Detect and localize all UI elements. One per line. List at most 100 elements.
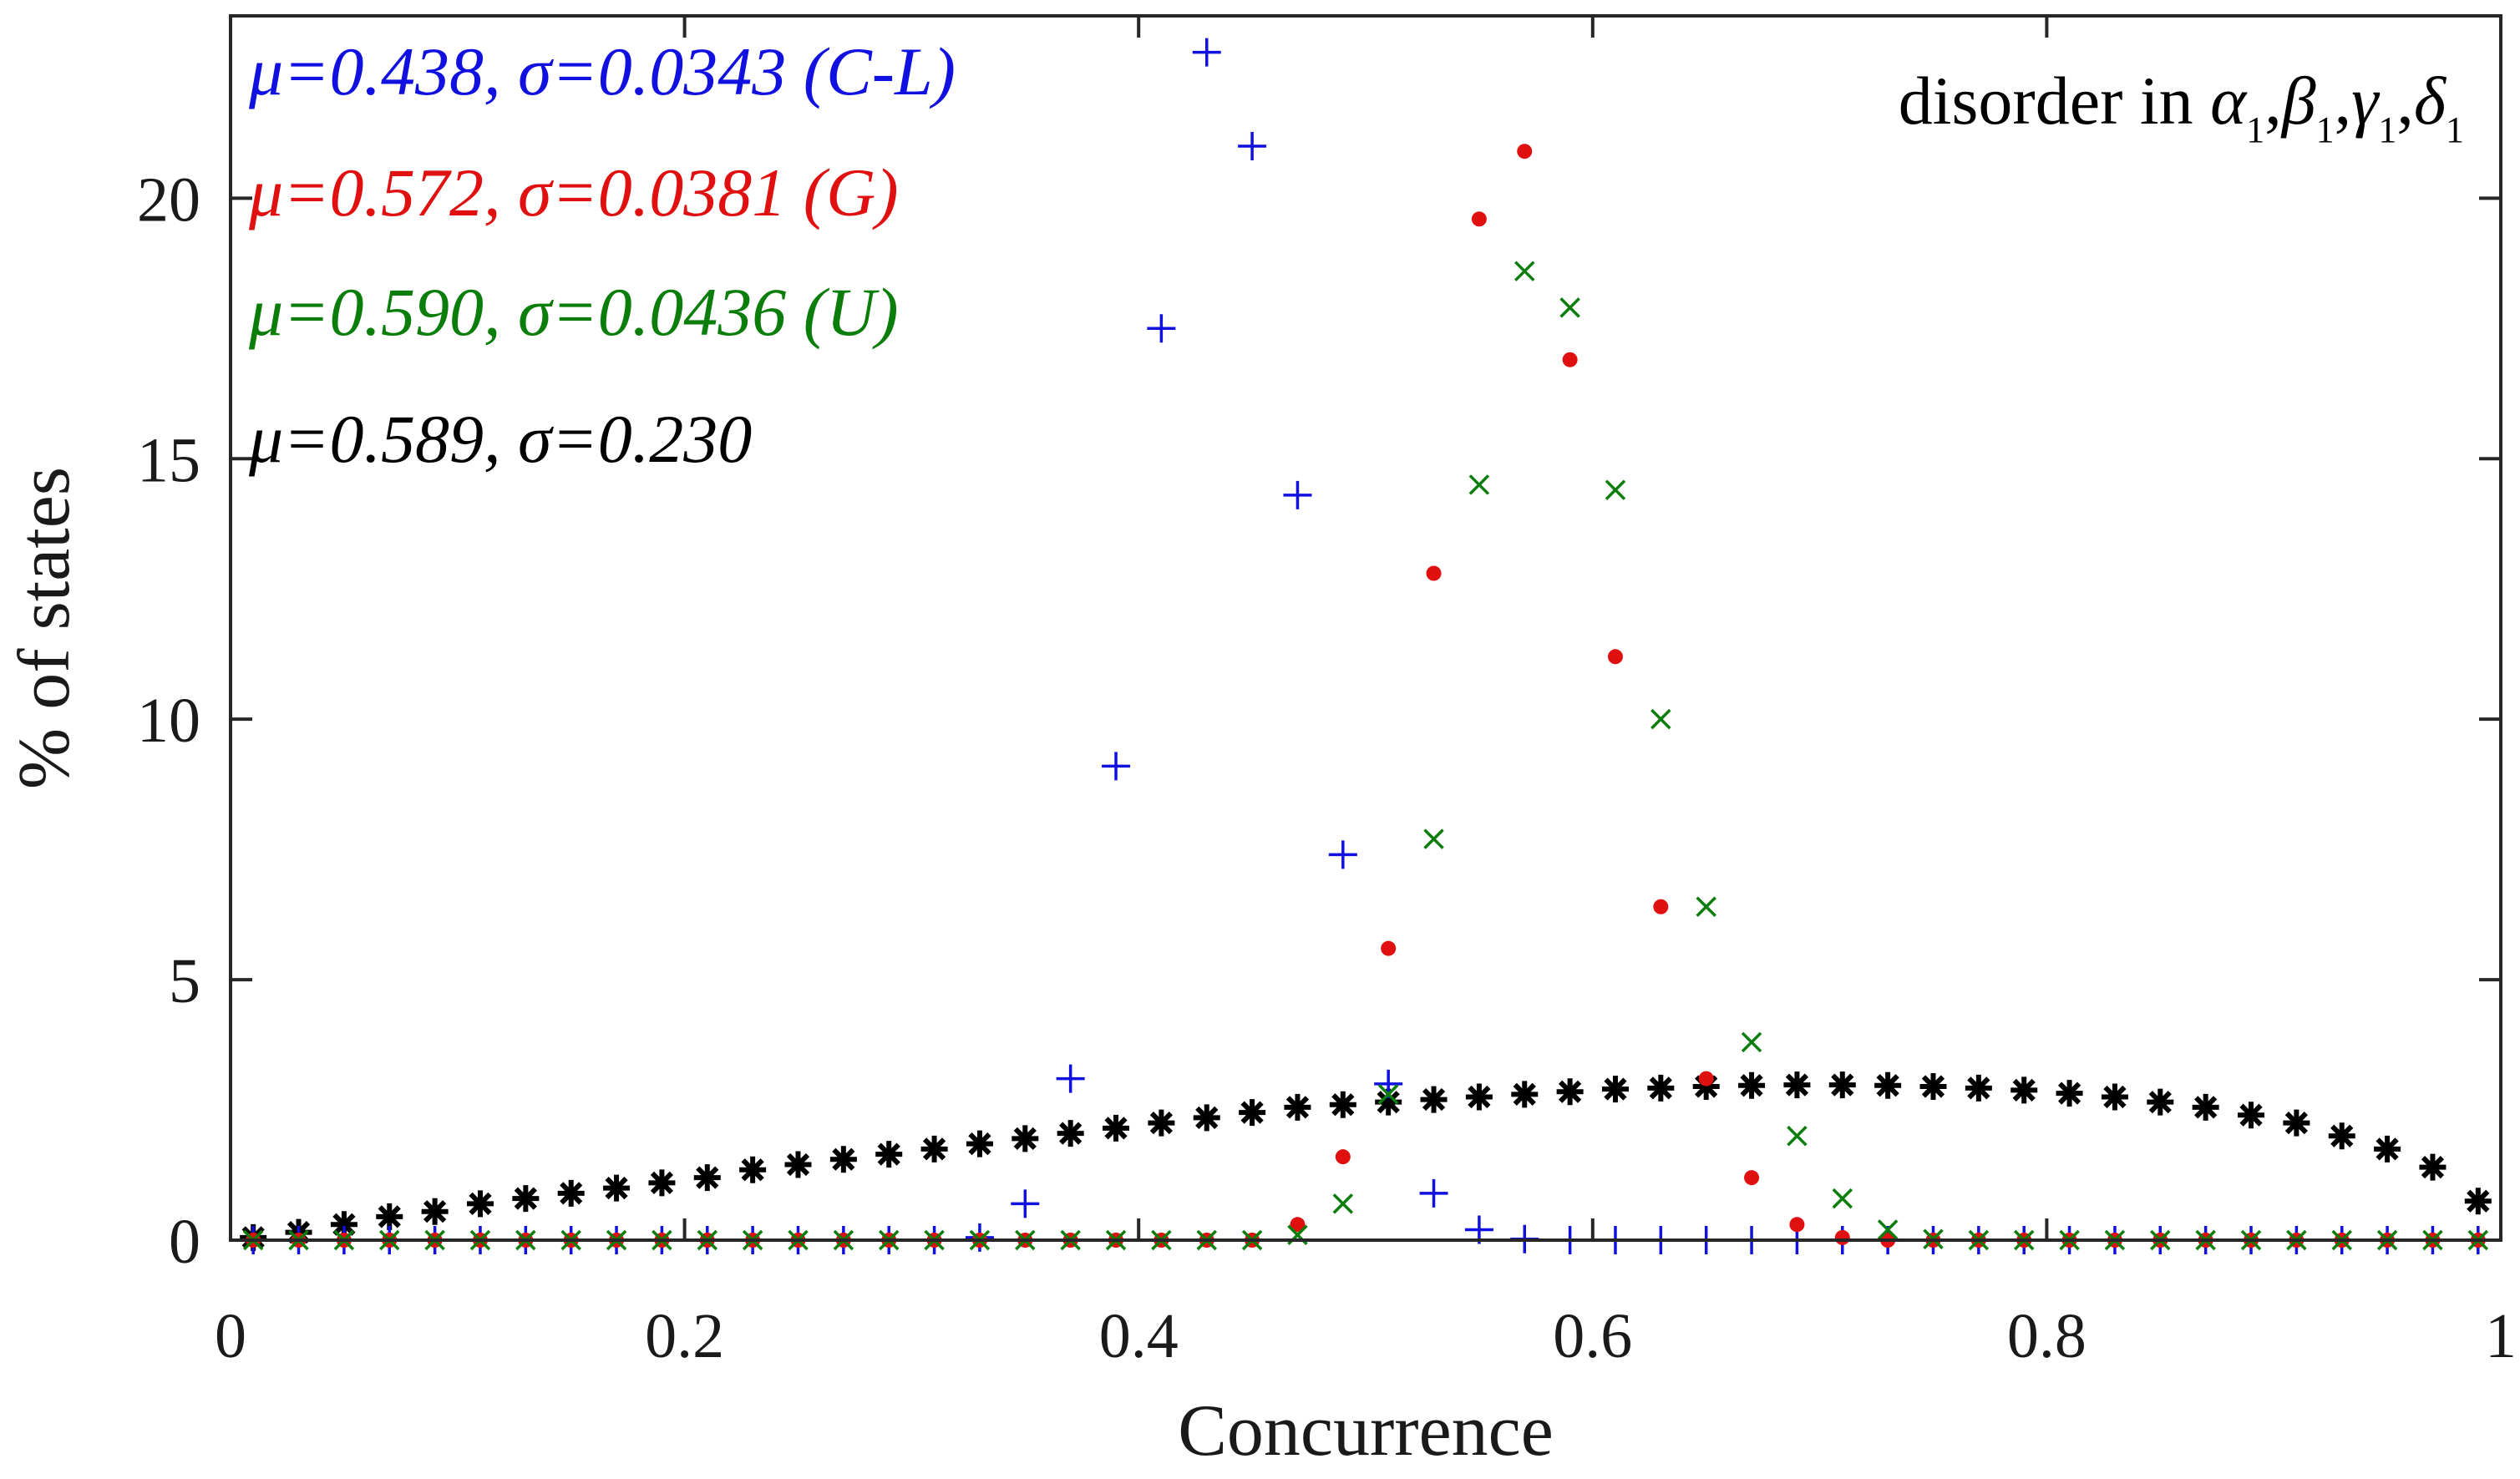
all-point: [1556, 1078, 1584, 1106]
all-point: [1057, 1120, 1084, 1147]
x-tick-label: 0: [215, 1301, 246, 1371]
annotation-sub-3: 1: [2378, 109, 2396, 150]
all-point: [1601, 1076, 1629, 1103]
all-point: [512, 1185, 540, 1213]
c-l-point: [1419, 1178, 1448, 1208]
c-l-point: [1102, 752, 1131, 781]
g-point: [1471, 211, 1487, 227]
axis-ticks: [229, 16, 2502, 1242]
annotation-sep-2: ,: [2335, 63, 2352, 139]
all-point: [2101, 1083, 2128, 1111]
legend: μ=0.438, σ=0.0343 (C-L) μ=0.572, σ=0.038…: [248, 33, 956, 477]
c-l-point: [1056, 1064, 1085, 1093]
u-point: [1559, 297, 1580, 318]
all-point: [693, 1164, 721, 1192]
all-point: [1783, 1071, 1811, 1099]
all-point: [330, 1211, 357, 1238]
disorder-annotation: disorder in α1,β1,γ1,δ1: [1899, 63, 2464, 150]
u-point: [1741, 1031, 1762, 1053]
g-point: [1607, 649, 1623, 665]
g-point: [1426, 565, 1442, 581]
all-point: [2010, 1076, 2038, 1104]
g-point: [1562, 352, 1578, 367]
all-point: [1465, 1083, 1493, 1111]
annotation-sub-4: 1: [2446, 109, 2464, 150]
annotation-sep-3: ,: [2396, 63, 2414, 139]
legend-entry-c-l: μ=0.438, σ=0.0343 (C-L): [248, 33, 956, 109]
c-l-point: [1192, 38, 1221, 67]
g-point: [1290, 1217, 1306, 1233]
y-tick-label: 0: [169, 1207, 200, 1277]
all-point: [1420, 1086, 1448, 1113]
g-point: [1698, 1071, 1714, 1086]
all-point: [2419, 1153, 2446, 1181]
y-axis-title: % of states: [4, 467, 85, 789]
all-point: [784, 1151, 812, 1178]
all-point: [2238, 1102, 2265, 1129]
all-point: [2328, 1122, 2355, 1150]
u-point: [1468, 474, 1490, 495]
all-point: [1511, 1081, 1539, 1108]
c-l-point: [1011, 1189, 1040, 1218]
annotation-delta: δ: [2414, 63, 2447, 139]
all-point: [739, 1156, 767, 1183]
u-point: [1332, 1193, 1354, 1214]
legend-entry-u: μ=0.590, σ=0.0436 (U): [248, 274, 899, 350]
all-point: [1647, 1074, 1675, 1102]
legend-entry-all: μ=0.589, σ=0.230: [248, 401, 752, 477]
all-point: [1965, 1074, 1992, 1102]
all-point: [875, 1141, 903, 1168]
y-tick-label: 5: [169, 946, 200, 1016]
all-point: [1329, 1091, 1356, 1118]
u-point: [1377, 1084, 1399, 1105]
annotation-beta: β: [2280, 63, 2316, 139]
all-point: [829, 1146, 857, 1173]
all-point: [466, 1190, 494, 1218]
u-point: [1605, 479, 1626, 500]
all-point: [1738, 1071, 1766, 1099]
y-tick-label: 15: [137, 425, 200, 495]
all-point: [2056, 1080, 2083, 1107]
all-point: [1103, 1114, 1130, 1142]
all-point: [2374, 1135, 2401, 1162]
all-point: [1193, 1104, 1220, 1132]
x-tick-label: 1: [2485, 1301, 2517, 1371]
g-point: [1381, 940, 1397, 956]
g-point: [1744, 1170, 1760, 1186]
all-point: [966, 1130, 993, 1157]
all-point: [557, 1179, 585, 1207]
all-point: [648, 1169, 676, 1197]
u-point: [1514, 261, 1535, 281]
g-point: [1653, 899, 1669, 914]
legend-entry-g: μ=0.572, σ=0.0381 (G): [248, 154, 899, 230]
annotation-sub-2: 1: [2316, 109, 2335, 150]
all-point: [2464, 1188, 2492, 1215]
g-point: [1834, 1229, 1850, 1245]
all-point: [1284, 1093, 1311, 1121]
all-point: [421, 1198, 449, 1225]
u-point: [1832, 1188, 1853, 1209]
annotation-alpha: α: [2210, 63, 2248, 139]
all-point: [920, 1135, 948, 1162]
all-point: [1239, 1099, 1266, 1127]
all-point: [1012, 1125, 1039, 1152]
c-l-point: [1238, 131, 1267, 160]
c-l-point: [1328, 840, 1357, 869]
u-point: [1423, 828, 1444, 849]
annotation-sub-1: 1: [2246, 109, 2264, 150]
u-point: [1787, 1125, 1808, 1147]
x-tick-label: 0.2: [645, 1301, 724, 1371]
all-point: [1148, 1109, 1175, 1137]
all-point: [376, 1203, 403, 1230]
plot-frame: [229, 14, 2502, 1242]
x-tick-label: 0.6: [1553, 1301, 1632, 1371]
x-tick-label: 0.8: [2007, 1301, 2086, 1371]
all-point: [1919, 1072, 1947, 1100]
g-point: [1335, 1149, 1351, 1165]
all-point: [1692, 1072, 1720, 1100]
g-point: [1517, 144, 1533, 160]
x-axis-title: Concurrence: [1178, 1390, 1554, 1471]
all-point: [603, 1174, 631, 1202]
